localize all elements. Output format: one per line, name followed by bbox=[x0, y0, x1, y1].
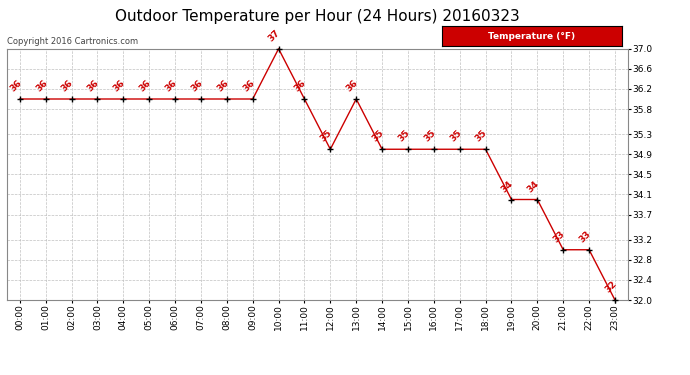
Text: 35: 35 bbox=[474, 129, 489, 144]
Text: 32: 32 bbox=[603, 279, 618, 294]
Text: 36: 36 bbox=[8, 78, 23, 93]
Text: 35: 35 bbox=[319, 129, 334, 144]
Text: 36: 36 bbox=[344, 78, 359, 93]
Text: 35: 35 bbox=[396, 129, 411, 144]
Text: 36: 36 bbox=[86, 78, 101, 93]
Text: 37: 37 bbox=[267, 28, 282, 43]
Text: 36: 36 bbox=[34, 78, 49, 93]
Text: 35: 35 bbox=[422, 129, 437, 144]
Text: 36: 36 bbox=[112, 78, 127, 93]
Text: 36: 36 bbox=[164, 78, 179, 93]
Text: 36: 36 bbox=[60, 78, 75, 93]
Text: 34: 34 bbox=[500, 178, 515, 194]
Text: 36: 36 bbox=[137, 78, 152, 93]
Text: 36: 36 bbox=[293, 78, 308, 93]
Text: 34: 34 bbox=[526, 178, 541, 194]
Text: 33: 33 bbox=[578, 229, 593, 244]
Text: 36: 36 bbox=[189, 78, 204, 93]
Title: Outdoor Temperature per Hour (24 Hours) 20160323: Outdoor Temperature per Hour (24 Hours) … bbox=[115, 9, 520, 24]
Text: 35: 35 bbox=[448, 129, 463, 144]
Text: 35: 35 bbox=[371, 129, 386, 144]
Text: Copyright 2016 Cartronics.com: Copyright 2016 Cartronics.com bbox=[7, 37, 138, 46]
Text: 33: 33 bbox=[551, 229, 566, 244]
Text: 36: 36 bbox=[215, 78, 230, 93]
Text: 36: 36 bbox=[241, 78, 256, 93]
